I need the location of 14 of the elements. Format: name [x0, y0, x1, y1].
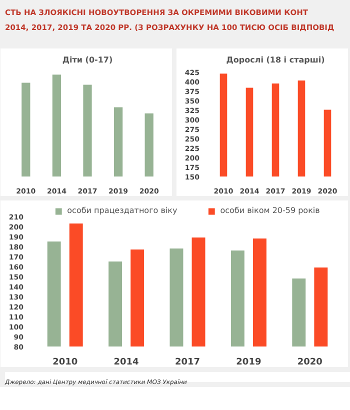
chart-subtitle: Діти (0-17): [62, 56, 113, 64]
bar: [114, 107, 123, 176]
bar: [52, 74, 62, 176]
bar: [22, 82, 30, 176]
bar: [83, 84, 92, 176]
x-tick-label: 2010: [52, 358, 78, 368]
x-tick-label: 2017: [174, 358, 200, 368]
bar: [144, 113, 154, 176]
legend-label: особи віком 20-59 років: [220, 206, 320, 215]
x-tick-label: 2014: [114, 358, 139, 368]
x-tick-label: 2020: [297, 358, 322, 368]
legend-label: особи працездатного віку: [67, 206, 178, 215]
chart-subtitle: Дорослі (18 і старші): [226, 56, 325, 64]
x-tick-label: 2019: [236, 358, 262, 368]
